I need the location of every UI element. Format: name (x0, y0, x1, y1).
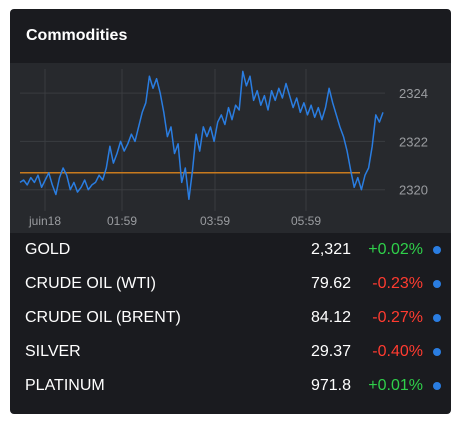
commodity-row[interactable]: PLATINUM 971.8 +0.01% (10, 369, 451, 403)
price-chart[interactable]: 2320 2322 2324 juin18 01:59 03:59 05:59 (10, 63, 451, 233)
commodity-change: -0.23% (372, 275, 423, 292)
commodity-change: +0.02% (368, 241, 423, 258)
x-tick-label: 03:59 (200, 214, 230, 228)
commodity-name: SILVER (25, 343, 81, 360)
widget-title: Commodities (26, 27, 128, 44)
x-tick-label: juin18 (28, 214, 61, 228)
x-tick-label: 05:59 (291, 214, 321, 228)
price-series-line (19, 70, 384, 201)
commodity-change: -0.27% (372, 309, 423, 326)
status-dot-icon (433, 246, 441, 254)
commodity-change: +0.01% (368, 377, 423, 394)
y-tick-label: 2322 (399, 134, 428, 149)
commodity-row[interactable]: CRUDE OIL (BRENT) 84.12 -0.27% (10, 301, 451, 335)
commodity-row[interactable]: CRUDE OIL (WTI) 79.62 -0.23% (10, 267, 451, 301)
status-dot-icon (433, 314, 441, 322)
status-dot-icon (433, 348, 441, 356)
commodity-name: GOLD (25, 241, 71, 258)
commodity-price: 79.62 (310, 275, 351, 292)
chart-svg: 2320 2322 2324 juin18 01:59 03:59 05:59 (19, 69, 428, 228)
commodity-list: GOLD 2,321 +0.02% CRUDE OIL (WTI) 79.62 -0.23… (10, 233, 451, 403)
status-dot-icon (433, 280, 441, 288)
commodity-name: PLATINUM (25, 377, 105, 394)
commodities-widget: Commodities 2320 2322 2324 juin18 01:59 03:59… (10, 9, 451, 414)
commodity-row[interactable]: GOLD 2,321 +0.02% (10, 233, 451, 267)
commodity-row[interactable]: SILVER 29.37 -0.40% (10, 335, 451, 369)
commodity-change: -0.40% (372, 343, 423, 360)
commodity-price: 84.12 (310, 309, 351, 326)
commodity-price: 29.37 (310, 343, 351, 360)
commodity-price: 2,321 (310, 241, 351, 258)
commodity-name: CRUDE OIL (WTI) (25, 275, 156, 292)
commodity-price: 971.8 (310, 377, 351, 394)
status-dot-icon (433, 382, 441, 390)
y-tick-label: 2324 (399, 86, 428, 101)
commodity-name: CRUDE OIL (BRENT) (25, 309, 181, 326)
y-tick-label: 2320 (399, 183, 428, 198)
x-tick-label: 01:59 (107, 214, 137, 228)
